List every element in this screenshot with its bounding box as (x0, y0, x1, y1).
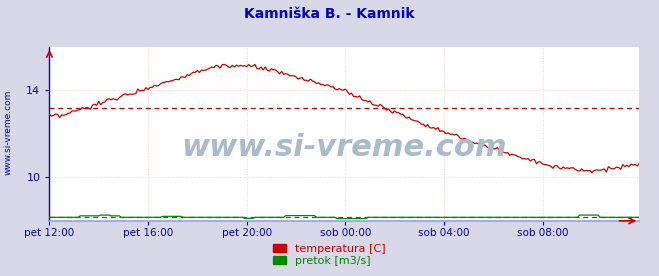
Text: www.si-vreme.com: www.si-vreme.com (3, 90, 13, 175)
Legend: temperatura [C], pretok [m3/s]: temperatura [C], pretok [m3/s] (269, 239, 390, 270)
Text: www.si-vreme.com: www.si-vreme.com (181, 133, 507, 162)
Text: Kamniška B. - Kamnik: Kamniška B. - Kamnik (244, 7, 415, 21)
